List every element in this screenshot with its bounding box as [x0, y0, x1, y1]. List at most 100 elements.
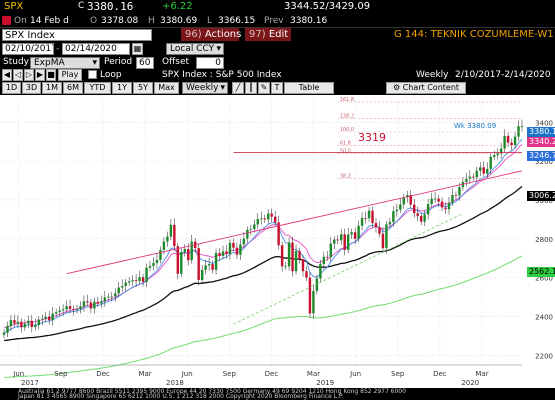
gear-icon: ⚙ [392, 83, 401, 92]
net-change: +6.22 [162, 1, 193, 12]
table-button[interactable]: Table [284, 82, 334, 94]
period-3d[interactable]: 3D [22, 82, 41, 94]
chart-content-button[interactable]: ⚙ Chart Content [386, 82, 466, 94]
axes: 3400320030002800260024002200JunSepDecMar… [0, 119, 553, 387]
candle [430, 192, 433, 208]
study-line-upper [3, 143, 523, 329]
rewind-icon[interactable]: ◁ [13, 69, 23, 81]
candle-body [246, 229, 249, 239]
actions-label: Actions [204, 29, 242, 40]
candle-body [364, 218, 367, 219]
stop-icon[interactable]: ■ [46, 69, 56, 81]
candle [329, 237, 333, 262]
fib-label: 50.0 [340, 148, 351, 154]
candle-body [124, 282, 127, 286]
period-input[interactable]: 60 [136, 57, 154, 69]
candle [280, 241, 284, 272]
candle [496, 148, 499, 160]
candle [37, 316, 40, 330]
year-label: 2017 [21, 379, 39, 387]
candle-body [2, 332, 6, 335]
candle-chart-icon[interactable]: ┃ [245, 82, 257, 94]
candle [93, 297, 96, 314]
candle [437, 195, 440, 207]
candle-body [423, 214, 426, 222]
chevron-down-icon: ▾ [92, 58, 97, 68]
text-tool-icon[interactable]: T [271, 82, 283, 94]
candle-body [239, 244, 242, 255]
right-label-ma2: 3006.28 [527, 191, 555, 201]
candle [350, 228, 353, 239]
period-1y[interactable]: 1Y [112, 82, 132, 94]
candle-body [96, 301, 100, 304]
candle [260, 211, 263, 225]
period-max[interactable]: Max [154, 82, 179, 94]
candle-body [416, 213, 419, 216]
candle-body [155, 259, 159, 264]
study-select[interactable]: ExpMA ▾ [30, 57, 100, 69]
candle-body [277, 222, 280, 246]
candle-body [211, 264, 214, 270]
study-line-long [3, 185, 523, 342]
candle-body [486, 168, 489, 174]
candle [486, 162, 489, 179]
play-button[interactable]: Play [58, 69, 82, 81]
period-1m[interactable]: 1M [42, 82, 62, 94]
candle-body [496, 153, 499, 156]
candle [169, 218, 173, 241]
candle [291, 236, 294, 277]
candle-body [41, 318, 44, 320]
candle-body [110, 296, 113, 298]
step-forward-icon[interactable]: ▶ [35, 69, 45, 81]
period-1d[interactable]: 1D [2, 82, 21, 94]
period-6m[interactable]: 6M [63, 82, 83, 94]
draw-tool-icon[interactable]: ✎ [258, 82, 270, 94]
start-date-input[interactable]: 02/10/2017 [2, 43, 54, 55]
candle-body [399, 204, 402, 210]
x-tick-label: Jun [181, 370, 193, 378]
candle-body [249, 229, 253, 230]
security-input[interactable]: SPX Index [2, 29, 152, 41]
edit-label: Edit [268, 29, 289, 40]
frequency-select[interactable]: Weekly ▾ [182, 82, 228, 94]
actions-menu[interactable]: 96) Actions [181, 28, 242, 41]
candle-body [284, 266, 287, 268]
loop-checkbox[interactable] [88, 70, 97, 79]
candle [419, 212, 423, 226]
candle [340, 229, 343, 245]
calendar-icon[interactable]: ▦ [132, 43, 143, 55]
candle-body [134, 280, 138, 282]
end-date-input[interactable]: 02/14/2020 [62, 43, 130, 55]
currency-select[interactable]: Local CCY ▾ [166, 43, 224, 55]
candle [117, 281, 120, 297]
candle [173, 218, 176, 251]
candle [27, 315, 30, 329]
loop-label: Loop [100, 70, 122, 80]
step-back-icon[interactable]: ◀ [2, 69, 12, 81]
candle [51, 306, 54, 326]
period-5y[interactable]: 5Y [133, 82, 153, 94]
candle [416, 206, 419, 222]
candle-body [190, 241, 193, 261]
candle [100, 295, 103, 308]
candle-body [9, 320, 13, 326]
forward-icon[interactable]: ▷ [24, 69, 34, 81]
period-ytd[interactable]: YTD [84, 82, 111, 94]
candle [284, 262, 287, 270]
candle-body [47, 316, 51, 321]
edit-menu[interactable]: 97) Edit [245, 28, 291, 41]
candle-body [131, 280, 134, 282]
candle-body [513, 136, 517, 146]
candle-body [166, 236, 169, 242]
line-chart-icon[interactable]: ╱ [232, 82, 244, 94]
candle [155, 253, 159, 269]
candle [263, 214, 266, 223]
candle [399, 197, 402, 214]
candle-body [503, 135, 506, 149]
candle [86, 294, 89, 306]
offset-input[interactable]: 0 [196, 57, 224, 69]
candle-body [235, 247, 239, 255]
candle [444, 202, 447, 214]
